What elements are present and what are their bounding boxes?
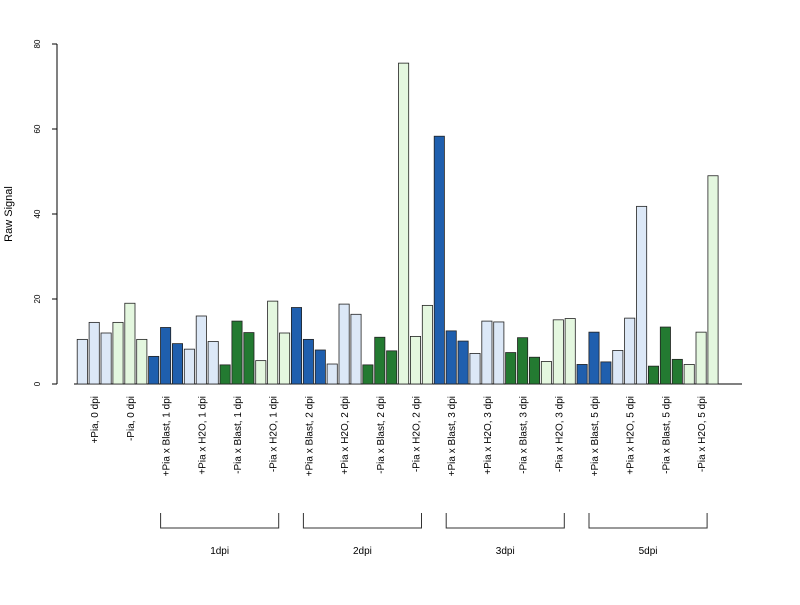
bar — [493, 321, 505, 385]
group-bracket — [588, 513, 708, 529]
y-tick-label: 40 — [33, 209, 42, 218]
bar — [326, 363, 338, 385]
y-axis: 0 20 40 60 80 — [33, 39, 58, 386]
y-axis-title: Raw Signal — [3, 186, 15, 242]
y-tick-label: 0 — [33, 381, 42, 386]
group-brackets: 1dpi 2dpi 3dpi 5dpi — [160, 513, 708, 557]
y-tick-label: 60 — [33, 124, 42, 133]
bar — [219, 364, 231, 385]
group-label: 5dpi — [639, 546, 658, 557]
bar — [88, 321, 100, 385]
bar — [338, 303, 350, 385]
bar — [445, 330, 457, 385]
bar — [409, 335, 421, 385]
bar — [350, 313, 362, 385]
group-bracket — [445, 513, 565, 529]
bar — [76, 338, 88, 385]
category-label: -Pia x Blast, 1 dpi — [233, 396, 244, 474]
bar — [564, 318, 576, 385]
bars — [76, 62, 719, 385]
bar — [171, 343, 183, 385]
bar — [433, 135, 445, 385]
bar — [671, 358, 683, 385]
bar — [695, 331, 707, 385]
category-label: -Pia x H2O, 3 dpi — [554, 396, 565, 472]
bar — [267, 300, 279, 385]
category-label: -Pia x Blast, 2 dpi — [376, 396, 387, 474]
bar — [207, 341, 219, 385]
bar — [290, 307, 302, 385]
bar — [183, 348, 195, 385]
bar — [576, 364, 588, 385]
category-label: -Pia, 0 dpi — [126, 396, 137, 441]
bar — [529, 356, 541, 385]
category-label: +Pia x Blast, 2 dpi — [304, 396, 315, 476]
bar — [231, 320, 243, 385]
bar — [160, 327, 172, 385]
bar — [148, 355, 160, 385]
bar — [612, 350, 624, 385]
category-label: +Pia x H2O, 5 dpi — [626, 396, 637, 475]
bar — [362, 364, 374, 385]
bar — [124, 302, 136, 385]
bar — [588, 331, 600, 385]
bar — [457, 340, 469, 385]
group-bracket — [302, 513, 422, 529]
bar — [100, 332, 112, 385]
bar — [683, 364, 695, 385]
category-label: -Pia x H2O, 1 dpi — [269, 396, 280, 472]
bar — [255, 360, 267, 385]
category-label: +Pia x Blast, 1 dpi — [162, 396, 173, 476]
bar — [314, 349, 326, 385]
category-label: +Pia x Blast, 5 dpi — [590, 396, 601, 476]
category-label: -Pia x H2O, 2 dpi — [412, 396, 423, 472]
bar — [386, 350, 398, 385]
bar — [302, 338, 314, 385]
y-tick-label: 80 — [33, 39, 42, 48]
bar — [552, 319, 564, 385]
category-label: +Pia, 0 dpi — [90, 396, 101, 444]
bar — [540, 361, 552, 385]
category-label: -Pia x Blast, 3 dpi — [519, 396, 530, 474]
bar — [659, 326, 671, 385]
category-label: +Pia x Blast, 3 dpi — [447, 396, 458, 476]
group-bracket — [160, 513, 280, 529]
bar — [469, 352, 481, 385]
bar — [624, 317, 636, 385]
category-label: -Pia x Blast, 5 dpi — [661, 396, 672, 474]
bar — [421, 304, 433, 385]
bar — [195, 315, 207, 385]
group-label: 1dpi — [210, 546, 229, 557]
category-label: +Pia x H2O, 3 dpi — [483, 396, 494, 475]
category-label: +Pia x H2O, 2 dpi — [340, 396, 351, 475]
category-label: +Pia x H2O, 1 dpi — [197, 396, 208, 475]
bar — [398, 62, 410, 385]
bar — [279, 332, 291, 385]
bar — [648, 365, 660, 385]
bar — [517, 337, 529, 385]
category-labels: +Pia, 0 dpi -Pia, 0 dpi +Pia x Blast, 1 dp… — [90, 396, 708, 476]
y-tick-label: 20 — [33, 294, 42, 303]
bar — [600, 361, 612, 385]
group-label: 2dpi — [353, 546, 372, 557]
group-label: 3dpi — [496, 546, 515, 557]
bar — [707, 175, 719, 385]
bar — [505, 352, 517, 385]
bar — [374, 336, 386, 385]
bar — [136, 338, 148, 385]
bar — [243, 332, 255, 385]
bar — [636, 205, 648, 385]
bar — [481, 320, 493, 385]
bar — [112, 321, 124, 385]
category-label: -Pia x H2O, 5 dpi — [697, 396, 708, 472]
